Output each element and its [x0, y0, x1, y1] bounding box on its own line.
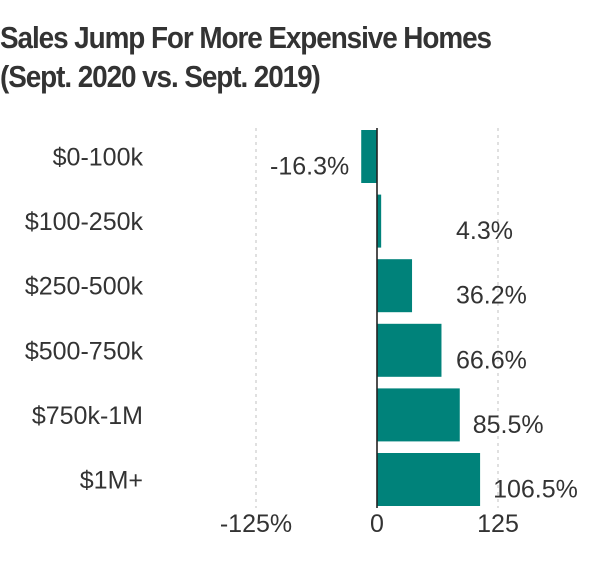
bar-4	[377, 388, 460, 442]
value-labels: -16.3% 4.3% 36.2% 66.6% 85.5% 106.5%	[270, 153, 578, 504]
category-label-2: $250-500k	[25, 273, 144, 301]
bar-0	[361, 130, 377, 183]
category-label-1: $100-250k	[25, 208, 144, 236]
chart-title-line-2: (Sept. 2020 vs. Sept. 2019)	[0, 59, 321, 94]
category-label-4: $750k-1M	[32, 402, 143, 430]
category-label-0: $0-100k	[53, 144, 144, 172]
chart-title-line-1: Sales Jump For More Expensive Homes	[0, 20, 492, 55]
bars	[361, 130, 481, 506]
value-label-2: 36.2%	[456, 282, 527, 310]
value-label-1: 4.3%	[456, 217, 513, 245]
value-label-5: 106.5%	[493, 476, 578, 504]
bar-2	[377, 259, 413, 313]
category-label-5: $1M+	[80, 467, 143, 495]
chart-title: Sales Jump For More Expensive Homes (Sep…	[0, 18, 531, 96]
category-labels: $0-100k $100-250k $250-500k $500-750k $750k-…	[25, 144, 144, 495]
value-label-3: 66.6%	[456, 346, 527, 374]
value-label-4: 85.5%	[473, 411, 544, 439]
bar-3	[377, 323, 442, 377]
bar-5	[377, 453, 481, 506]
value-label-0: -16.3%	[270, 153, 349, 181]
grid-lines	[255, 128, 499, 508]
x-tick-label-0: -125%	[220, 510, 292, 538]
x-tick-label-1: 0	[370, 510, 384, 538]
x-tick-label-2: 125	[477, 510, 519, 538]
bar-1	[377, 194, 382, 248]
category-label-3: $500-750k	[25, 337, 144, 365]
x-axis-ticks: -125% 0 125	[220, 510, 519, 538]
